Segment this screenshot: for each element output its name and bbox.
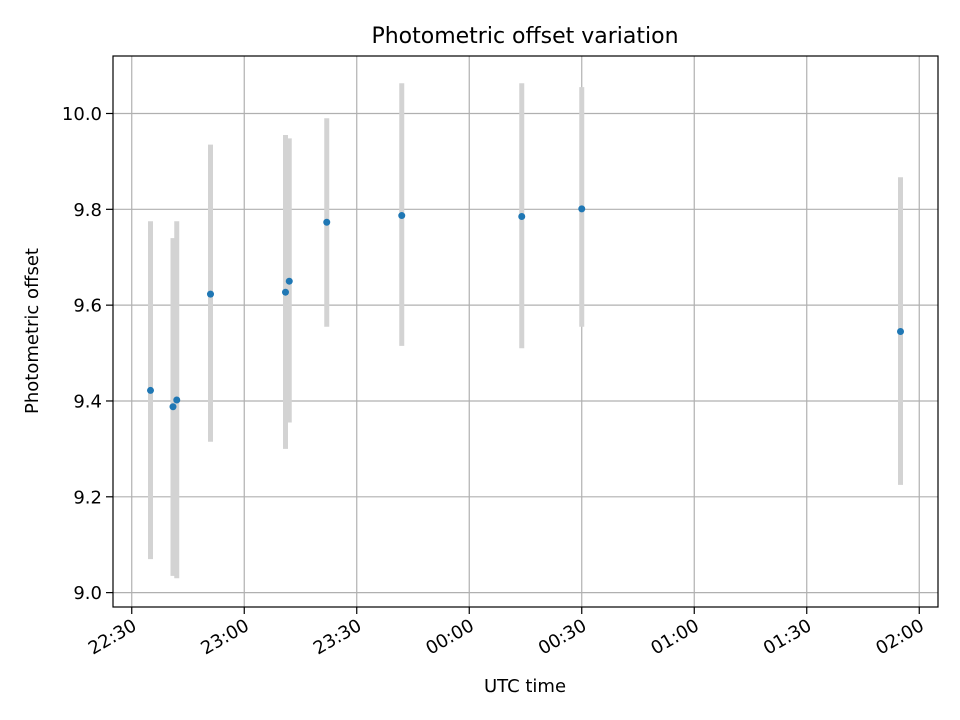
data-point [169, 403, 177, 411]
data-point [323, 218, 331, 226]
x-axis-ticks: 22:30 23:00 23:30 00:00 00:30 01:00 01:30 02:00 [85, 607, 928, 659]
x-tick-label: 01:00 [647, 615, 702, 659]
data-point [173, 396, 181, 404]
y-tick-label: 10.0 [62, 104, 102, 125]
y-tick-label: 9.4 [73, 391, 102, 412]
x-tick-label: 23:30 [310, 615, 365, 659]
data-points [147, 205, 904, 411]
plot-frame [112, 55, 939, 608]
y-tick-label: 9.0 [73, 583, 102, 604]
grid [113, 56, 938, 607]
data-point [897, 328, 904, 335]
y-axis-ticks: 9.0 9.2 9.4 9.6 9.8 10.0 [62, 104, 113, 604]
error-bars [148, 83, 903, 579]
data-point [518, 213, 526, 221]
y-tick-label: 9.2 [73, 487, 102, 508]
y-axis-label: Photometric offset [22, 248, 43, 414]
x-tick-label: 00:00 [422, 615, 477, 659]
data-point [285, 277, 293, 285]
x-axis-label: UTC time [484, 676, 566, 697]
data-point [578, 205, 586, 213]
x-tick-label: 22:30 [85, 615, 140, 659]
y-tick-label: 9.8 [73, 200, 102, 221]
y-tick-label: 9.6 [73, 296, 102, 317]
x-tick-label: 02:00 [872, 615, 927, 659]
data-point [398, 212, 406, 220]
x-tick-label: 00:30 [535, 615, 590, 659]
data-point [282, 288, 289, 296]
x-tick-label: 01:30 [760, 615, 815, 659]
x-tick-label: 23:00 [197, 615, 252, 659]
chart-title: Photometric offset variation [371, 24, 678, 49]
data-point [207, 290, 214, 298]
data-point [147, 386, 154, 394]
